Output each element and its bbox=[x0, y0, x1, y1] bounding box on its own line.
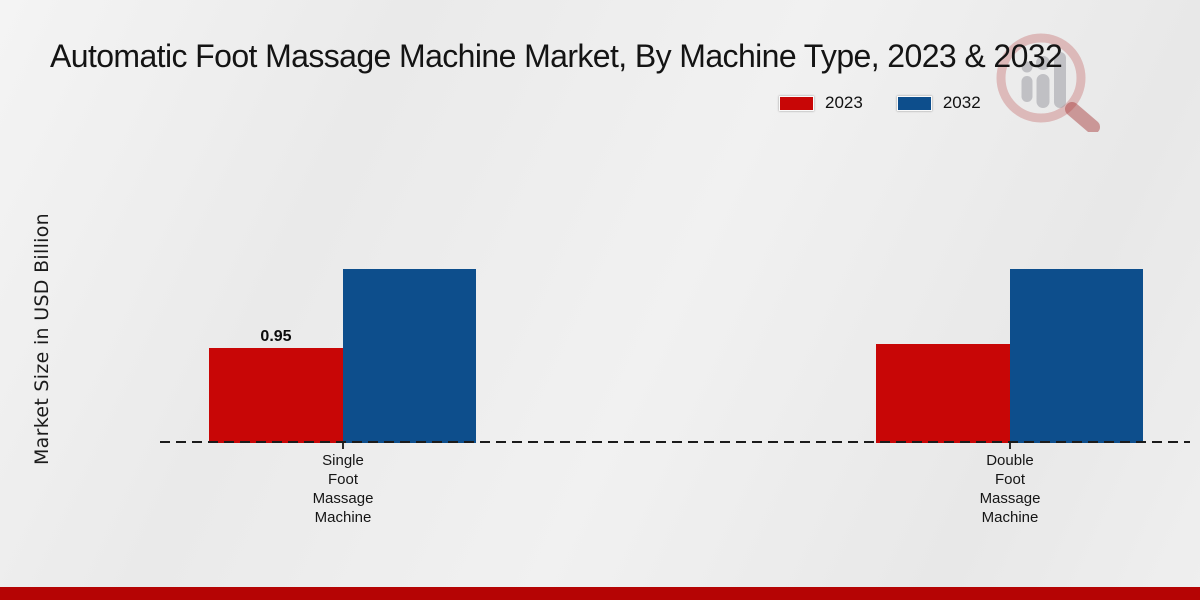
category-label: Single Foot Massage Machine bbox=[312, 452, 374, 526]
bar-value-label: 0.95 bbox=[260, 328, 292, 345]
magnifier-bar-chart-logo-icon bbox=[996, 33, 1100, 132]
category-label: Double Foot Massage Machine bbox=[979, 452, 1041, 526]
legend-item-2023: 2023 bbox=[779, 93, 863, 113]
bar-2023-single bbox=[209, 348, 343, 443]
bar-2023-double bbox=[876, 344, 1010, 443]
bar-2032-single bbox=[343, 269, 476, 443]
x-axis-tick bbox=[342, 443, 344, 449]
footer-bar bbox=[0, 587, 1200, 600]
legend-item-label: 2032 bbox=[942, 93, 981, 112]
legend-swatch-icon bbox=[779, 95, 814, 111]
x-axis-baseline bbox=[160, 441, 1190, 443]
legend-swatch-icon bbox=[896, 95, 932, 111]
bar-2032-double bbox=[1010, 269, 1143, 443]
legend-item-label: 2023 bbox=[825, 93, 863, 112]
legend-item-2032: 2032 bbox=[896, 93, 981, 113]
page-title: Automatic Foot Massage Machine Market, B… bbox=[50, 38, 1063, 74]
legend: 2023 2032 bbox=[779, 93, 981, 113]
x-axis-tick bbox=[1009, 443, 1011, 449]
